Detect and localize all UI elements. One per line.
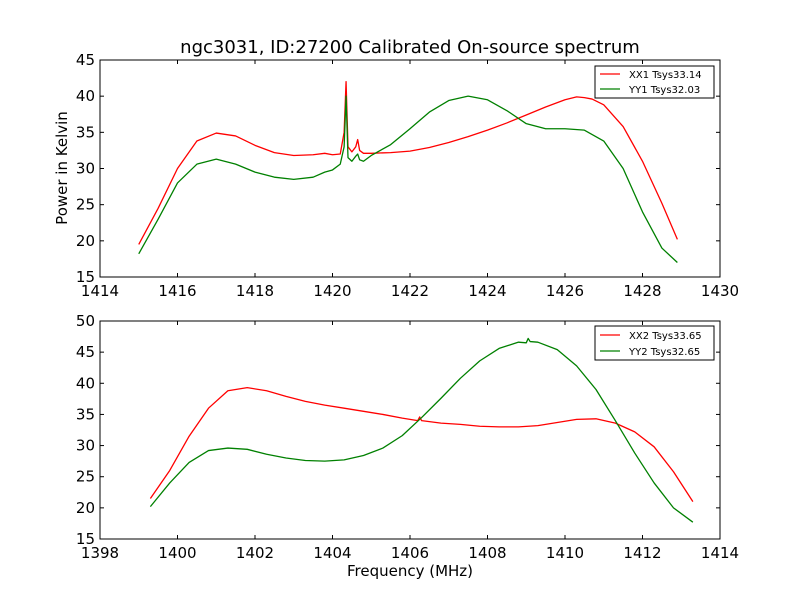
bottom-y-tick-label: 20 [76, 499, 95, 517]
bottom-x-tick-label: 1408 [468, 544, 506, 562]
top-axis-ticks: 1414 1416 1418 1420 1422 1424 1426 1428 1430 15 20… [76, 51, 739, 300]
top-x-tick-label: 1414 [81, 282, 119, 300]
top-y-tick-label: 25 [76, 196, 95, 214]
top-x-tick-label: 1430 [701, 282, 739, 300]
bottom-x-tick-label: 1406 [391, 544, 429, 562]
bottom-x-tick-label: 1414 [701, 544, 739, 562]
top-y-tick-label: 35 [76, 123, 95, 141]
top-series-line-2 [138, 95, 678, 264]
bottom-legend-label-yy2: YY2 Tsys32.65 [628, 347, 700, 358]
bottom-x-tick-label: 1412 [623, 544, 661, 562]
bottom-x-tick-label: 1402 [236, 544, 274, 562]
top-subplot: ngc3031, ID:27200 Calibrated On-source s… [53, 37, 739, 300]
top-y-tick-label: 15 [76, 268, 95, 286]
bottom-subplot: 1398 1400 1402 1404 1406 1408 1410 1412 1414 15 20… [76, 312, 739, 580]
bottom-axis-ticks: 1398 1400 1402 1404 1406 1408 1410 1412 1414 15 20… [76, 312, 739, 562]
top-y-tick-label: 40 [76, 87, 95, 105]
bottom-y-tick-label: 50 [76, 312, 95, 330]
bottom-y-tick-label: 45 [76, 343, 95, 361]
x-axis-label: Frequency (MHz) [347, 562, 473, 580]
bottom-series-line-2 [149, 337, 694, 523]
bottom-x-tick-label: 1404 [313, 544, 351, 562]
top-y-axis-label: Power in Kelvin [53, 111, 71, 225]
bottom-y-tick-label: 30 [76, 437, 95, 455]
top-x-tick-label: 1418 [236, 282, 274, 300]
top-x-tick-label: 1428 [623, 282, 661, 300]
top-legend: XX1 Tsys33.14 YY1 Tsys32.03 [594, 65, 715, 99]
top-legend-label-yy1: YY1 Tsys32.03 [628, 85, 700, 96]
bottom-x-tick-label: 1400 [158, 544, 196, 562]
top-y-tick-label: 20 [76, 232, 95, 250]
top-x-tick-label: 1424 [468, 282, 506, 300]
bottom-legend-box [594, 325, 715, 361]
top-x-tick-label: 1426 [546, 282, 584, 300]
bottom-y-tick-label: 35 [76, 405, 95, 423]
top-legend-box [594, 65, 715, 99]
chart-title: ngc3031, ID:27200 Calibrated On-source s… [180, 37, 640, 58]
bottom-y-tick-label: 40 [76, 374, 95, 392]
bottom-y-tick-label: 25 [76, 468, 95, 486]
top-legend-label-xx1: XX1 Tsys33.14 [629, 70, 702, 81]
top-x-tick-label: 1420 [313, 282, 351, 300]
top-x-tick-label: 1416 [158, 282, 196, 300]
top-series-line-1 [138, 81, 678, 245]
bottom-legend-label-xx2: XX2 Tsys33.65 [629, 331, 702, 342]
bottom-series-lines [149, 337, 694, 523]
bottom-x-tick-label: 1410 [546, 544, 584, 562]
top-series-lines [138, 81, 678, 264]
top-x-tick-label: 1422 [391, 282, 429, 300]
bottom-legend: XX2 Tsys33.65 YY2 Tsys32.65 [594, 325, 715, 361]
bottom-series-line-1 [149, 386, 694, 502]
bottom-x-tick-label: 1398 [81, 544, 119, 562]
bottom-y-tick-label: 15 [76, 530, 95, 548]
top-y-tick-label: 45 [76, 51, 95, 69]
top-y-tick-label: 30 [76, 160, 95, 178]
